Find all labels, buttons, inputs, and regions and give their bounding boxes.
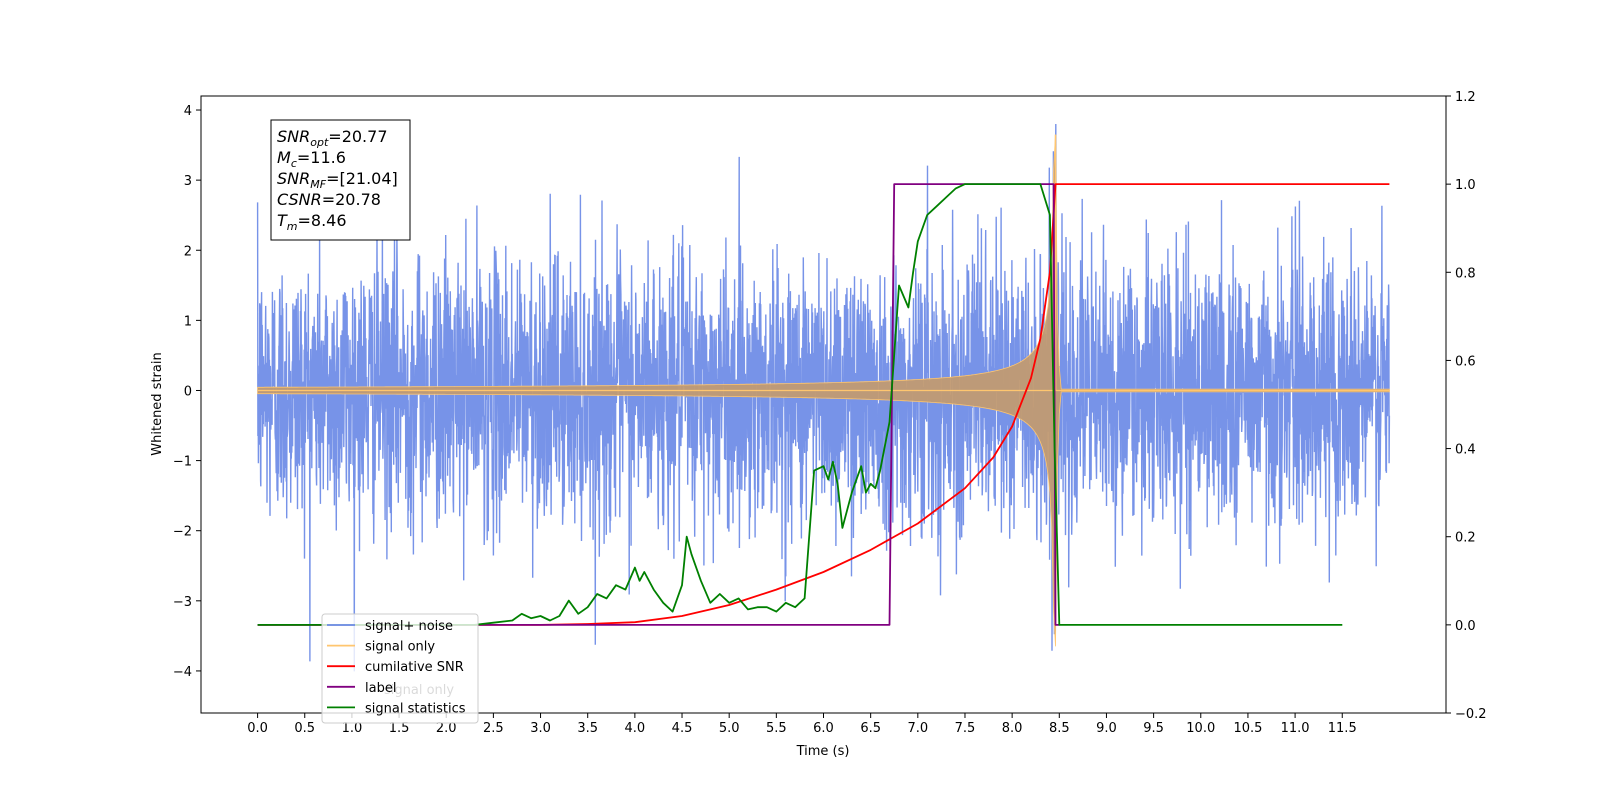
y-tick-label: 3 [184, 174, 192, 189]
annotation-value: =[21.04] [326, 169, 398, 188]
y2-tick-label: 0.4 [1455, 443, 1476, 458]
x-tick-label: 10.0 [1186, 721, 1215, 736]
x-tick-label: 8.5 [1049, 721, 1070, 736]
y2-tick-label: 1.0 [1455, 178, 1476, 193]
legend-label: signal only [365, 640, 435, 655]
x-tick-label: 3.0 [530, 721, 551, 736]
annotation-symbol: CSNR [277, 190, 322, 209]
annotation-box: SNRopt=20.77Mc=11.6SNRMF=[21.04]CSNR=20.… [270, 119, 411, 241]
legend-label: label [365, 681, 396, 696]
x-tick-label: 9.0 [1096, 721, 1117, 736]
annotation-value: =20.77 [328, 127, 387, 146]
x-tick-label: 1.5 [389, 721, 410, 736]
annotation-line: SNRMF=[21.04] [277, 169, 398, 191]
annotation-subscript: opt [310, 136, 329, 149]
annotation-line: CSNR=20.78 [277, 190, 381, 209]
y-tick-label: 0 [184, 384, 192, 399]
y-tick-label: −1 [173, 455, 192, 470]
x-tick-label: 7.5 [955, 721, 976, 736]
annotation-symbol: SNR [277, 127, 310, 146]
x-tick-label: 7.0 [907, 721, 928, 736]
x-tick-label: 10.5 [1233, 721, 1262, 736]
annotation-symbol: SNR [277, 169, 310, 188]
legend-label: signal+ noise [365, 619, 453, 634]
y-axis-label: Whitened strain [150, 352, 165, 455]
y-tick-label: −4 [173, 665, 192, 680]
axes: 0.0 0.5 1.0 1.5 2.0 2.5 3.0 3.5 4.0 4.5 5.0 5.5 6.0 6… [173, 90, 1487, 736]
legend-frame [321, 613, 479, 724]
y-tick-label: −2 [173, 525, 192, 540]
x-tick-label: 11.5 [1328, 721, 1357, 736]
y-tick-label: 2 [184, 244, 192, 259]
annotation-line: Mc=11.6 [277, 148, 346, 170]
annotation-subscript: MF [310, 178, 326, 191]
annotation-symbol: M [277, 148, 291, 167]
x-tick-label: 4.0 [625, 721, 646, 736]
y2-tick-label: −0.2 [1455, 707, 1487, 722]
y-tick-label: 1 [184, 314, 192, 329]
x-tick-label: 5.0 [719, 721, 740, 736]
annotation-frame [270, 119, 411, 241]
x-axis-label: Time (s) [796, 744, 850, 759]
x-tick-label: 6.0 [813, 721, 834, 736]
annotation-line: SNRopt=20.77 [277, 127, 388, 149]
x-tick-label: 5.5 [766, 721, 787, 736]
x-tick-label: 3.5 [577, 721, 598, 736]
legend-label: signal statistics [365, 701, 466, 716]
x-tick-label: 6.5 [860, 721, 881, 736]
x-tick-label: 4.5 [672, 721, 693, 736]
plot-area [256, 123, 1391, 672]
x-tick-label: 11.0 [1281, 721, 1310, 736]
x-tick-label: 9.5 [1143, 721, 1164, 736]
y2-tick-label: 1.2 [1455, 90, 1476, 105]
legend-label: cumilative SNR [365, 660, 464, 675]
y2-tick-label: 0.2 [1455, 531, 1476, 546]
signal-statistics-series [257, 183, 1343, 626]
y2-tick-label: 0.0 [1455, 619, 1476, 634]
x-tick-label: 2.5 [483, 721, 504, 736]
x-tick-label: 1.0 [342, 721, 363, 736]
x-tick-label: 8.0 [1002, 721, 1023, 736]
y-tick-label: 4 [184, 104, 192, 119]
annotation-subscript: m [287, 220, 298, 233]
annotation-value: =8.46 [298, 211, 347, 230]
y-tick-label: −3 [173, 595, 192, 610]
annotation-value: =20.78 [322, 190, 381, 209]
y2-tick-label: 0.6 [1455, 354, 1476, 369]
x-tick-label: 0.0 [247, 721, 268, 736]
y2-tick-label: 0.8 [1455, 266, 1476, 281]
annotation-subscript: c [291, 157, 297, 170]
annotation-symbol: T [277, 211, 288, 230]
annotation-line: Tm=8.46 [277, 211, 347, 233]
legend: signal+ noise signal only cumilative SNR la… [321, 613, 479, 724]
x-tick-label: 2.0 [436, 721, 457, 736]
legend-ghost-label: signal only [384, 683, 454, 698]
annotation-value: =11.6 [297, 148, 346, 167]
x-tick-label: 0.5 [294, 721, 315, 736]
